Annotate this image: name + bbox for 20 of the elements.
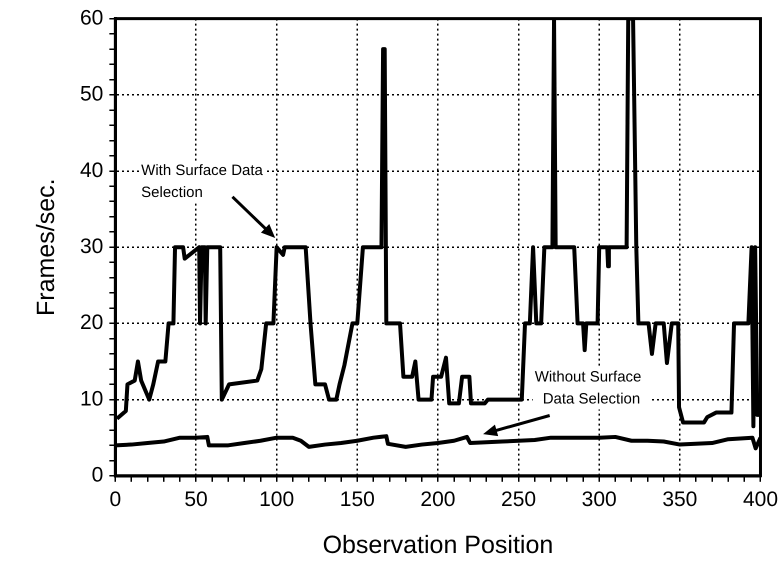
annotation: Without Surface Data Selection [534, 368, 642, 408]
x-tick-label: 200 [420, 488, 456, 512]
y-tick-label: 20 [80, 311, 104, 334]
annotation: With Surface Data Selection [141, 162, 264, 201]
y-tick-label: 60 [80, 6, 104, 30]
x-tick-label: 350 [662, 488, 698, 512]
x-tick-label: 250 [501, 488, 536, 512]
x-tick-label: 50 [184, 488, 208, 512]
y-tick-label: 10 [80, 387, 104, 410]
y-tick-label: 40 [80, 158, 104, 182]
y-tick-label: 50 [80, 82, 104, 106]
y-axis-title: Frames/sec. [32, 178, 60, 316]
x-tick-label: 100 [259, 488, 294, 512]
x-axis-title: Observation Position [322, 530, 554, 559]
y-tick-label: 0 [92, 464, 104, 487]
x-tick-label: 0 [110, 488, 122, 512]
x-tick-label: 400 [742, 488, 778, 512]
y-tick-label: 30 [80, 234, 104, 258]
x-tick-label: 300 [582, 488, 617, 512]
x-tick-label: 150 [340, 488, 375, 512]
